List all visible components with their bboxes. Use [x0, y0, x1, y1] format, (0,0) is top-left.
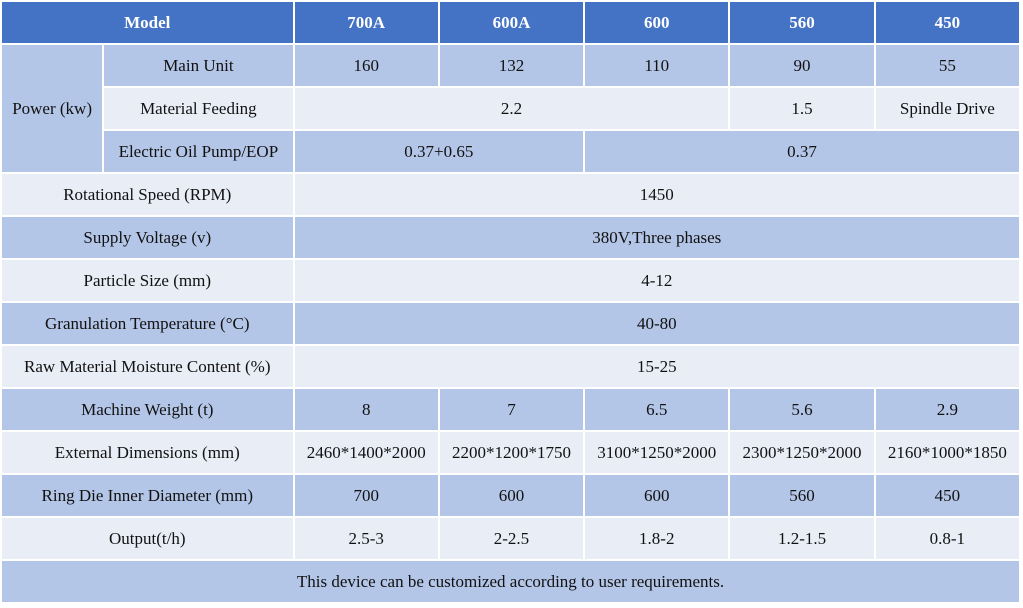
- row-label: Output(t/h): [2, 518, 293, 559]
- cell: 4-12: [294, 260, 1019, 301]
- row: Ring Die Inner Diameter (mm) 700 600 600 560…: [2, 475, 1019, 516]
- row-label: Electric Oil Pump/EOP: [104, 131, 293, 172]
- cell: 1.8-2: [585, 518, 729, 559]
- cell: 0.37+0.65: [294, 131, 584, 172]
- cell: 55: [875, 45, 1019, 86]
- row-label: Raw Material Moisture Content (%): [2, 346, 293, 387]
- spec-rows: Rotational Speed (RPM) 1450 Supply Voltage…: [2, 174, 1019, 559]
- row-label: Supply Voltage (v): [2, 217, 293, 258]
- row-label: Main Unit: [104, 45, 293, 86]
- row-label: Machine Weight (t): [2, 389, 293, 430]
- cell: 8: [294, 389, 438, 430]
- row-label: Material Feeding: [104, 88, 293, 129]
- header-cell: 450: [875, 2, 1019, 43]
- row: Raw Material Moisture Content (%) 15-25: [2, 346, 1019, 387]
- header-cell: 560: [730, 2, 874, 43]
- cell: 450: [875, 475, 1019, 516]
- cell: 132: [439, 45, 584, 86]
- cell: 2.9: [875, 389, 1019, 430]
- row: Supply Voltage (v) 380V,Three phases: [2, 217, 1019, 258]
- cell: 2160*1000*1850: [875, 432, 1019, 473]
- header-cell: Model: [2, 2, 293, 43]
- cell: 2300*1250*2000: [730, 432, 874, 473]
- row: Particle Size (mm) 4-12: [2, 260, 1019, 301]
- cell: 0.37: [585, 131, 1019, 172]
- cell: 0.8-1: [875, 518, 1019, 559]
- cell: 700: [294, 475, 438, 516]
- header-row: Model 700A 600A 600 560 450: [2, 2, 1019, 43]
- footer-note: This device can be customized according …: [2, 561, 1019, 602]
- footer-row: This device can be customized according …: [2, 561, 1019, 602]
- cell: 40-80: [294, 303, 1019, 344]
- cell: 1450: [294, 174, 1019, 215]
- header-cell: 600A: [439, 2, 584, 43]
- group-label: Power (kw): [2, 45, 103, 172]
- cell: 2460*1400*2000: [294, 432, 438, 473]
- row: Rotational Speed (RPM) 1450: [2, 174, 1019, 215]
- cell: 600: [585, 475, 729, 516]
- cell: 90: [730, 45, 874, 86]
- cell: Spindle Drive: [875, 88, 1019, 129]
- cell: 2.5-3: [294, 518, 438, 559]
- cell: 2-2.5: [439, 518, 584, 559]
- row: Output(t/h) 2.5-3 2-2.5 1.8-2 1.2-1.5 0.8-1: [2, 518, 1019, 559]
- row: External Dimensions (mm) 2460*1400*2000 22…: [2, 432, 1019, 473]
- row-label: External Dimensions (mm): [2, 432, 293, 473]
- row: Granulation Temperature (°C) 40-80: [2, 303, 1019, 344]
- row-label: Rotational Speed (RPM): [2, 174, 293, 215]
- cell: 2200*1200*1750: [439, 432, 584, 473]
- cell: 600: [439, 475, 584, 516]
- header-cell: 700A: [294, 2, 438, 43]
- cell: 110: [585, 45, 729, 86]
- cell: 1.5: [730, 88, 874, 129]
- cell: 6.5: [585, 389, 729, 430]
- cell: 5.6: [730, 389, 874, 430]
- row-label: Granulation Temperature (°C): [2, 303, 293, 344]
- cell: 160: [294, 45, 438, 86]
- cell: 15-25: [294, 346, 1019, 387]
- row: Machine Weight (t) 8 7 6.5 5.6 2.9: [2, 389, 1019, 430]
- row-label: Ring Die Inner Diameter (mm): [2, 475, 293, 516]
- row: Electric Oil Pump/EOP 0.37+0.65 0.37: [2, 131, 1019, 172]
- cell: 1.2-1.5: [730, 518, 874, 559]
- cell: 2.2: [294, 88, 729, 129]
- row: Power (kw) Main Unit 160 132 110 90 55: [2, 45, 1019, 172]
- header-cell: 600: [585, 2, 729, 43]
- cell: 560: [730, 475, 874, 516]
- row: Material Feeding 2.2 1.5 Spindle Drive: [2, 88, 1019, 129]
- cell: 7: [439, 389, 584, 430]
- row-label: Particle Size (mm): [2, 260, 293, 301]
- cell: 380V,Three phases: [294, 217, 1019, 258]
- cell: 3100*1250*2000: [585, 432, 729, 473]
